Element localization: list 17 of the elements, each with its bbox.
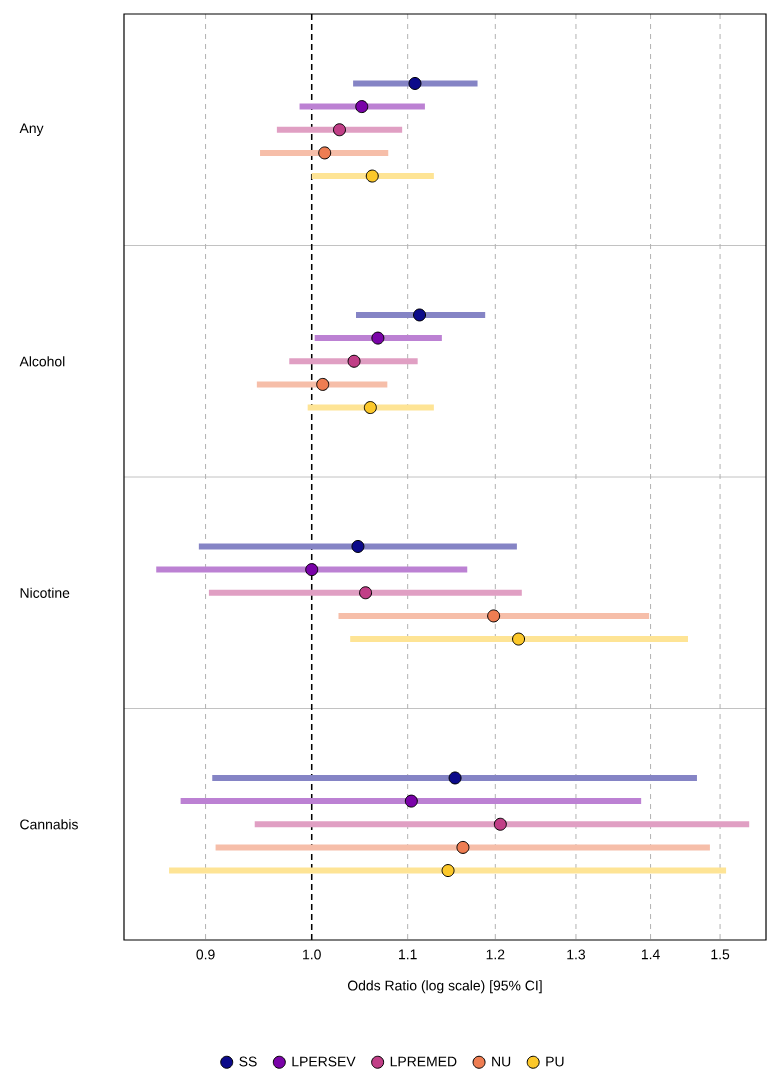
- legend-label: SS: [239, 1056, 257, 1067]
- y-tick-label: Cannabis: [20, 819, 78, 830]
- y-tick-label: Alcohol: [19, 356, 65, 367]
- legend-label: LPERSEV: [292, 1056, 356, 1067]
- x-tick-label: 1.0: [303, 949, 321, 960]
- x-axis-title: Odds Ratio (log scale) [95% CI]: [347, 980, 542, 994]
- x-tick-label: 1.1: [399, 949, 417, 960]
- legend-label: LPREMED: [390, 1056, 457, 1067]
- x-tick-label: 1.2: [486, 949, 505, 960]
- x-tick-label: 0.9: [196, 949, 215, 960]
- y-tick-label: Nicotine: [20, 587, 70, 598]
- x-tick-label: 1.3: [567, 949, 586, 960]
- x-tick-label: 1.5: [711, 949, 730, 960]
- legend-label: NU: [492, 1056, 511, 1067]
- y-tick-label: Any: [19, 123, 44, 136]
- legend-label: PU: [546, 1056, 564, 1067]
- x-tick-label: 1.4: [641, 949, 660, 960]
